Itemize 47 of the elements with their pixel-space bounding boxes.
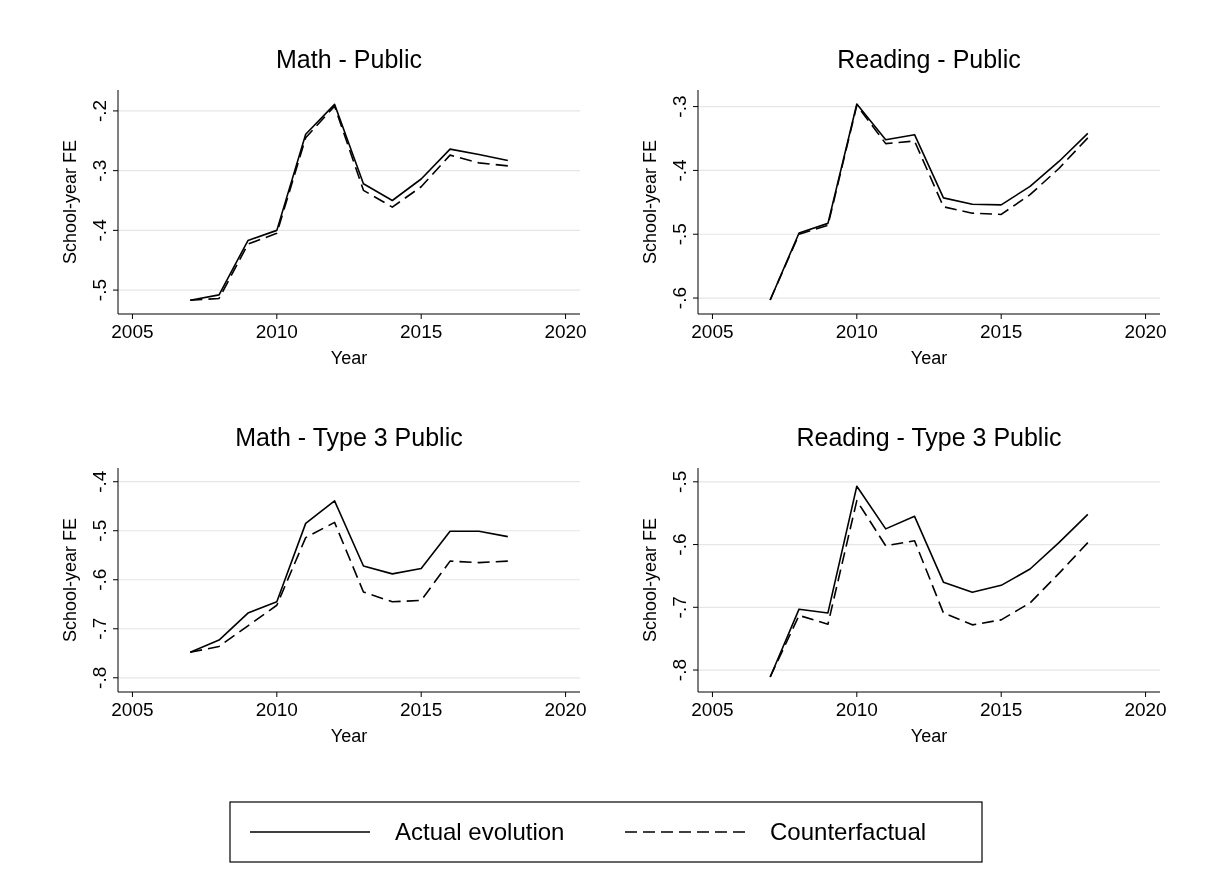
y-tick-label: -.3 (669, 95, 690, 118)
chart-title: Reading - Public (837, 45, 1021, 73)
x-tick-label: 2020 (1124, 699, 1167, 720)
y-tick-label: -.4 (89, 218, 110, 242)
y-tick-label: -.8 (89, 666, 110, 689)
y-tick-label: -.7 (89, 617, 110, 640)
x-tick-label: 2015 (400, 321, 443, 342)
y-tick-label: -.6 (669, 286, 690, 310)
y-tick-label: -.4 (89, 470, 110, 493)
x-tick-label: 2005 (691, 699, 734, 720)
chart-title: Math - Type 3 Public (235, 423, 463, 451)
y-tick-label: -.5 (89, 279, 110, 302)
x-tick-label: 2010 (835, 321, 878, 342)
x-tick-label: 2010 (255, 321, 298, 342)
x-tick-label: 2015 (980, 321, 1023, 342)
x-tick-label: 2015 (400, 699, 443, 720)
x-tick-label: 2005 (111, 321, 154, 342)
legend-label: Actual evolution (395, 818, 565, 845)
y-tick-label: -.6 (89, 568, 110, 591)
x-tick-label: 2010 (835, 699, 878, 720)
x-axis-title: Year (330, 726, 368, 746)
y-tick-label: -.3 (89, 159, 110, 182)
y-tick-label: -.5 (669, 470, 690, 493)
x-axis-title: Year (330, 348, 368, 368)
y-axis-title: School-year FE (640, 517, 660, 643)
x-tick-label: 2005 (691, 321, 734, 342)
y-axis-title: School-year FE (60, 139, 80, 265)
y-tick-label: -.8 (669, 658, 690, 682)
x-axis-title: Year (910, 348, 948, 368)
x-tick-label: 2015 (980, 699, 1023, 720)
chart-title: Reading - Type 3 Public (796, 423, 1062, 451)
x-tick-label: 2010 (255, 699, 298, 720)
y-tick-label: -.4 (669, 158, 690, 182)
x-tick-label: 2020 (1124, 321, 1167, 342)
y-axis-title: School-year FE (60, 517, 80, 643)
x-tick-label: 2020 (544, 699, 587, 720)
legend-label: Counterfactual (770, 818, 927, 845)
y-tick-label: -.5 (89, 519, 110, 542)
x-tick-label: 2005 (111, 699, 154, 720)
y-tick-label: -.7 (669, 596, 690, 619)
chart-title: Math - Public (276, 45, 422, 73)
x-axis-title: Year (910, 726, 948, 746)
y-tick-label: -.6 (669, 533, 690, 556)
y-tick-label: -.2 (89, 99, 110, 122)
y-tick-label: -.5 (669, 223, 690, 246)
x-tick-label: 2020 (544, 321, 587, 342)
y-axis-title: School-year FE (640, 139, 660, 265)
